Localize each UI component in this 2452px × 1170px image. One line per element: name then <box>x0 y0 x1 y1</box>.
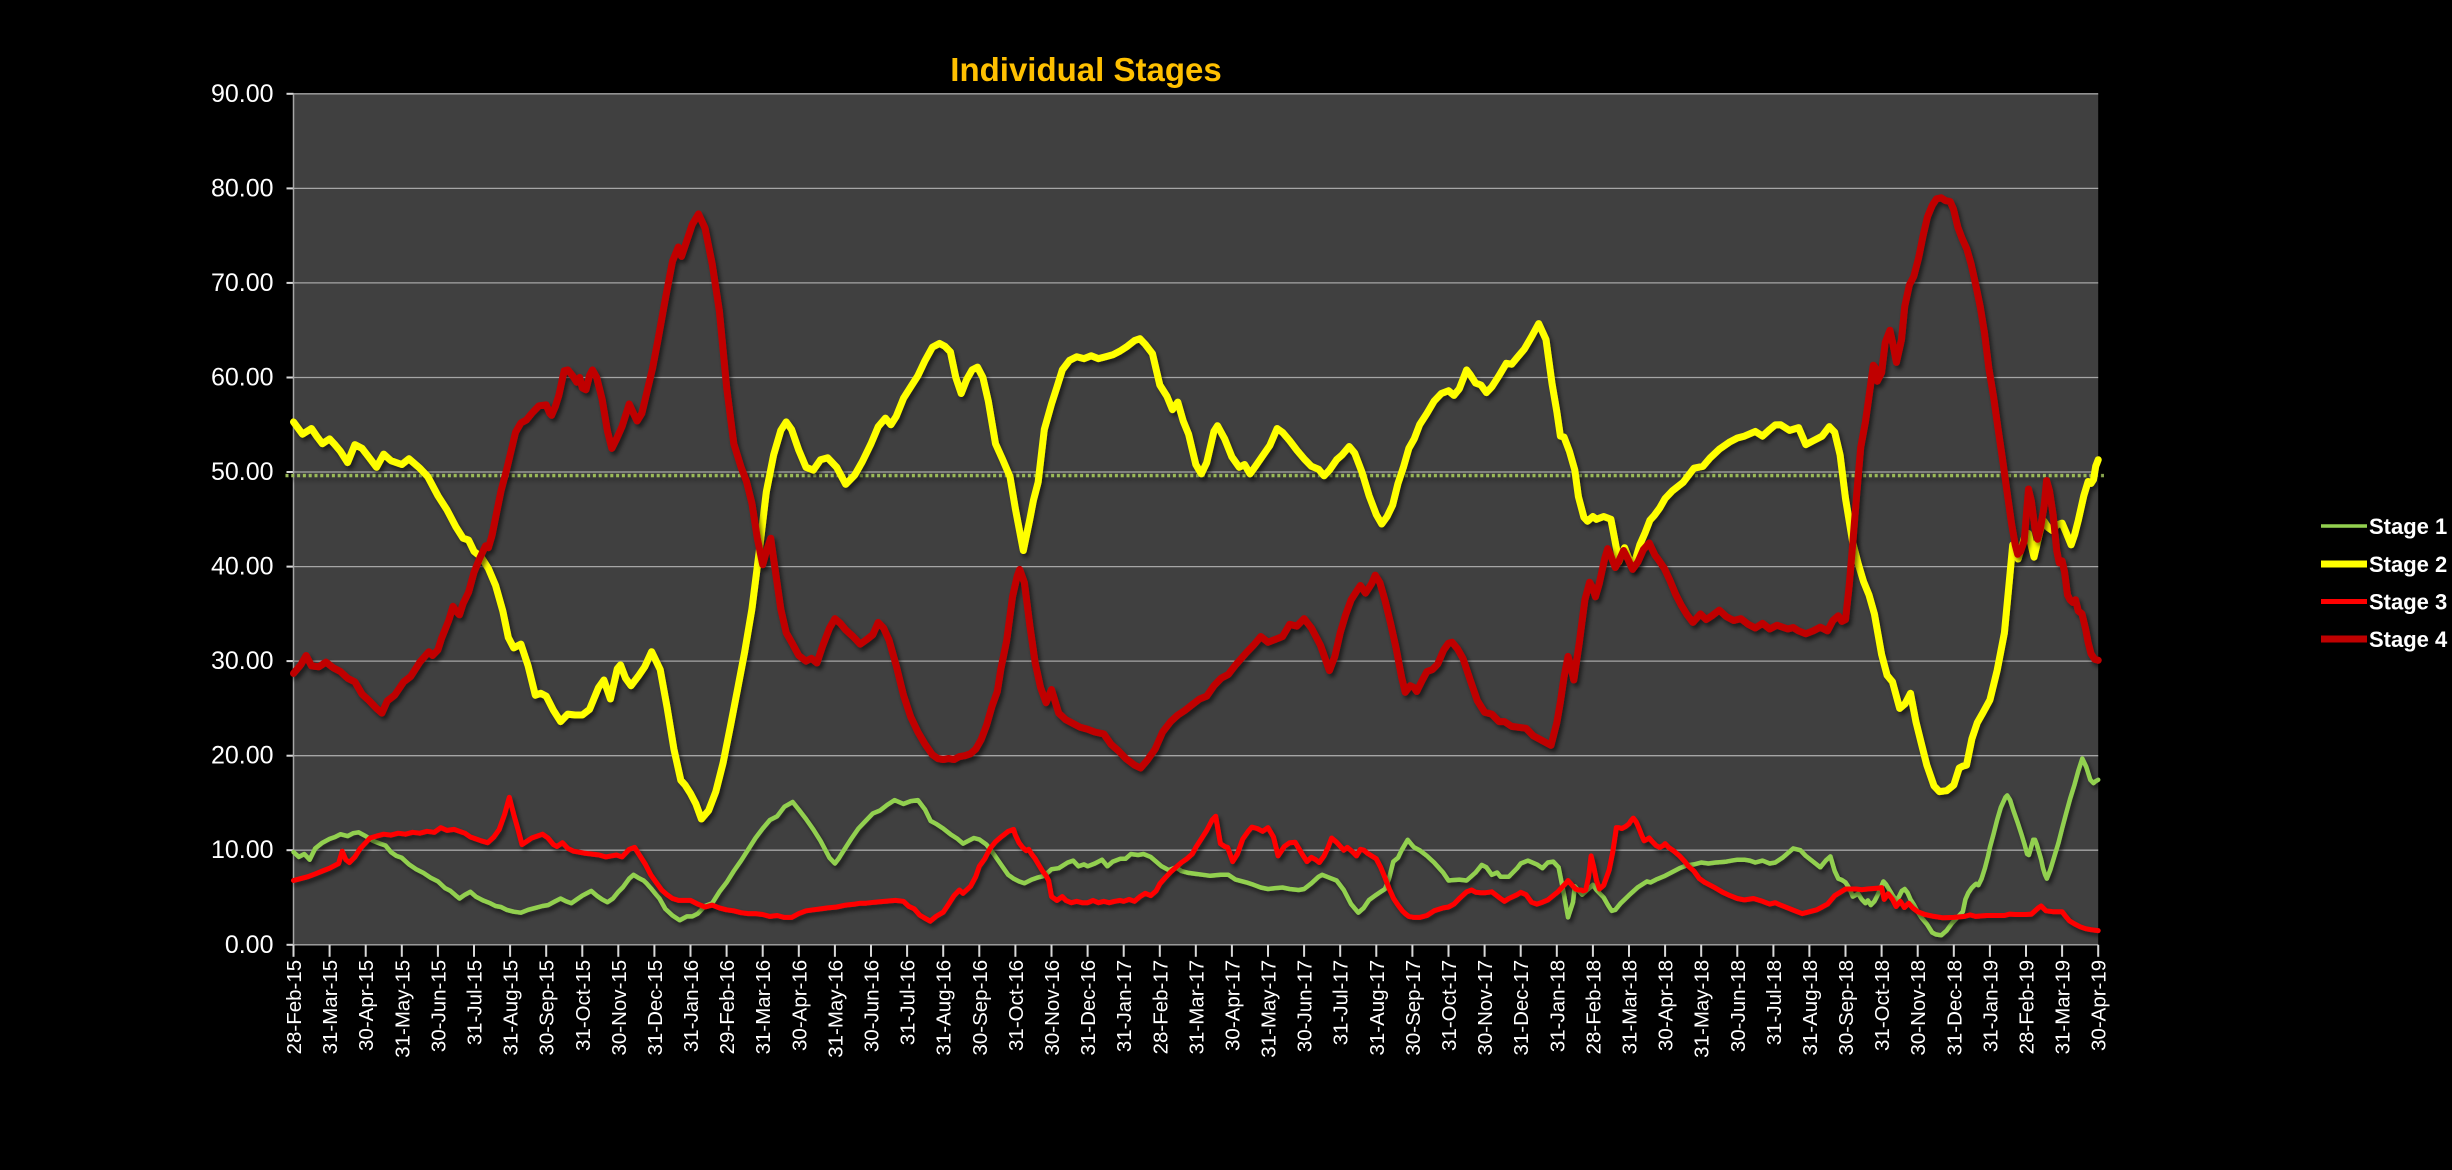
svg-text:30-Apr-15: 30-Apr-15 <box>355 960 378 1051</box>
svg-text:50.00: 50.00 <box>211 458 274 486</box>
svg-text:30-Jun-18: 30-Jun-18 <box>1727 960 1750 1052</box>
svg-text:31-May-18: 31-May-18 <box>1691 960 1714 1058</box>
svg-text:30-Nov-15: 30-Nov-15 <box>608 960 631 1056</box>
svg-text:29-Feb-16: 29-Feb-16 <box>716 960 739 1055</box>
svg-text:31-May-17: 31-May-17 <box>1258 960 1281 1058</box>
svg-text:Stage 1: Stage 1 <box>2369 514 2447 539</box>
svg-text:31-Dec-18: 31-Dec-18 <box>1943 960 1966 1056</box>
svg-text:31-Mar-15: 31-Mar-15 <box>319 960 342 1055</box>
svg-text:31-Jul-17: 31-Jul-17 <box>1330 960 1353 1045</box>
svg-text:30-Sep-16: 30-Sep-16 <box>969 960 992 1056</box>
svg-text:60.00: 60.00 <box>211 364 274 392</box>
svg-text:31-Aug-16: 31-Aug-16 <box>933 960 956 1056</box>
svg-text:30-Nov-18: 30-Nov-18 <box>1907 960 1930 1056</box>
svg-text:28-Feb-18: 28-Feb-18 <box>1582 960 1605 1055</box>
svg-text:31-Dec-15: 31-Dec-15 <box>644 960 667 1056</box>
svg-text:30-Sep-18: 30-Sep-18 <box>1835 960 1858 1056</box>
svg-text:31-May-16: 31-May-16 <box>824 960 847 1058</box>
svg-text:90.00: 90.00 <box>211 80 274 108</box>
svg-text:30.00: 30.00 <box>211 647 274 675</box>
svg-text:0.00: 0.00 <box>225 931 274 959</box>
svg-text:31-Jul-18: 31-Jul-18 <box>1763 960 1786 1045</box>
svg-text:20.00: 20.00 <box>211 742 274 770</box>
svg-text:31-Jan-18: 31-Jan-18 <box>1546 960 1569 1052</box>
svg-text:31-Oct-15: 31-Oct-15 <box>572 960 595 1051</box>
svg-text:30-Apr-18: 30-Apr-18 <box>1655 960 1678 1051</box>
svg-text:31-Jan-17: 31-Jan-17 <box>1113 960 1136 1052</box>
svg-text:30-Sep-17: 30-Sep-17 <box>1402 960 1425 1056</box>
svg-text:31-Jul-16: 31-Jul-16 <box>897 960 920 1045</box>
svg-text:30-Jun-16: 30-Jun-16 <box>861 960 884 1052</box>
svg-text:31-Oct-16: 31-Oct-16 <box>1005 960 1028 1051</box>
svg-text:31-Mar-19: 31-Mar-19 <box>2052 960 2075 1055</box>
svg-text:Stage 3: Stage 3 <box>2369 590 2447 615</box>
svg-text:31-Jan-16: 31-Jan-16 <box>680 960 703 1052</box>
svg-text:31-Mar-16: 31-Mar-16 <box>752 960 775 1055</box>
svg-text:40.00: 40.00 <box>211 553 274 581</box>
svg-text:31-Jan-19: 31-Jan-19 <box>1979 960 2002 1052</box>
svg-text:31-Oct-18: 31-Oct-18 <box>1871 960 1894 1051</box>
svg-text:Stage 4: Stage 4 <box>2369 627 2448 652</box>
svg-text:30-Apr-16: 30-Apr-16 <box>788 960 811 1051</box>
svg-text:30-Nov-17: 30-Nov-17 <box>1474 960 1497 1056</box>
svg-text:28-Feb-17: 28-Feb-17 <box>1149 960 1172 1055</box>
svg-text:80.00: 80.00 <box>211 174 274 202</box>
svg-text:28-Feb-19: 28-Feb-19 <box>2016 960 2039 1055</box>
svg-text:31-Aug-15: 31-Aug-15 <box>500 960 523 1056</box>
svg-text:30-Jun-15: 30-Jun-15 <box>427 960 450 1052</box>
svg-text:31-Jul-15: 31-Jul-15 <box>464 960 487 1045</box>
svg-text:28-Feb-15: 28-Feb-15 <box>283 960 306 1055</box>
svg-text:31-Dec-17: 31-Dec-17 <box>1510 960 1533 1056</box>
svg-text:30-Jun-17: 30-Jun-17 <box>1294 960 1317 1052</box>
svg-text:31-Aug-17: 31-Aug-17 <box>1366 960 1389 1056</box>
svg-text:10.00: 10.00 <box>211 836 274 864</box>
svg-text:30-Sep-15: 30-Sep-15 <box>536 960 559 1056</box>
svg-text:Stage 2: Stage 2 <box>2369 552 2447 577</box>
svg-text:30-Apr-19: 30-Apr-19 <box>2088 960 2111 1051</box>
svg-text:31-Mar-18: 31-Mar-18 <box>1619 960 1642 1055</box>
svg-text:31-Oct-17: 31-Oct-17 <box>1438 960 1461 1051</box>
svg-text:30-Apr-17: 30-Apr-17 <box>1221 960 1244 1051</box>
svg-text:31-Aug-18: 31-Aug-18 <box>1799 960 1822 1056</box>
svg-text:31-Dec-16: 31-Dec-16 <box>1077 960 1100 1056</box>
svg-text:31-May-15: 31-May-15 <box>391 960 414 1058</box>
svg-text:30-Nov-16: 30-Nov-16 <box>1041 960 1064 1056</box>
svg-text:31-Mar-17: 31-Mar-17 <box>1185 960 1208 1055</box>
svg-text:70.00: 70.00 <box>211 269 274 297</box>
svg-text:Individual Stages: Individual Stages <box>950 51 1221 88</box>
